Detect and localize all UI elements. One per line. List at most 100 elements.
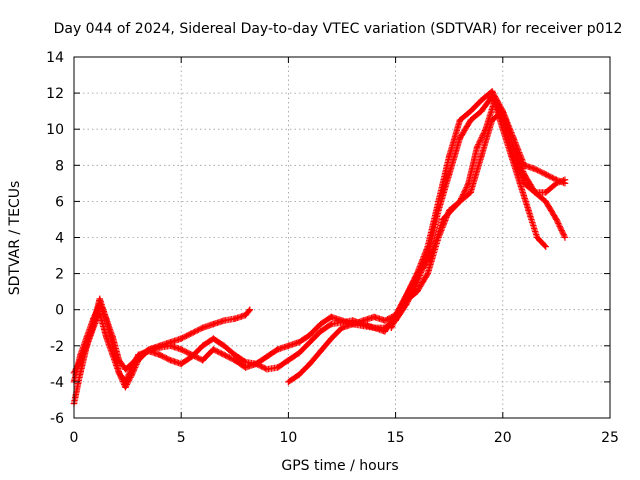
data-point <box>306 360 314 368</box>
data-point <box>531 189 539 196</box>
data-point <box>430 243 438 250</box>
data-point <box>242 311 249 319</box>
data-point <box>413 288 421 295</box>
y-tick-label: -6 <box>50 411 64 427</box>
data-point <box>128 364 136 371</box>
data-point <box>77 369 84 377</box>
data-point <box>456 198 464 205</box>
x-tick-label: 10 <box>279 430 297 446</box>
data-point <box>295 349 303 357</box>
data-point <box>263 353 271 360</box>
data-point <box>456 116 464 124</box>
data-point <box>96 310 103 317</box>
data-point <box>446 153 453 160</box>
data-point <box>145 348 153 355</box>
data-point <box>317 328 324 335</box>
data-point <box>561 234 569 241</box>
data-point <box>96 295 103 303</box>
data-point <box>199 324 206 331</box>
data-point <box>561 180 569 187</box>
series-track-5 <box>388 98 549 331</box>
data-point <box>306 331 314 339</box>
data-point <box>188 329 196 337</box>
data-point <box>508 153 515 160</box>
data-point <box>317 320 324 328</box>
data-point <box>285 357 292 364</box>
y-tick-label: -4 <box>50 375 64 391</box>
data-point <box>370 324 378 331</box>
data-point <box>178 360 185 368</box>
data-point <box>199 357 206 364</box>
data-point <box>306 338 314 346</box>
data-point <box>370 313 378 321</box>
data-point <box>122 366 129 373</box>
data-point <box>533 234 541 241</box>
data-point <box>274 346 281 353</box>
data-point <box>381 317 389 324</box>
data-point <box>467 107 474 115</box>
data-point <box>473 144 481 151</box>
data-point <box>328 313 335 321</box>
data-point <box>246 306 254 313</box>
data-point <box>115 369 123 377</box>
y-tick-label: 8 <box>55 158 64 174</box>
data-point <box>90 324 97 331</box>
data-point <box>499 107 506 115</box>
data-point <box>338 319 346 326</box>
data-point <box>231 315 238 322</box>
y-tick-label: 4 <box>55 231 64 247</box>
data-point <box>210 346 217 353</box>
data-point <box>135 351 142 359</box>
data-point <box>488 88 496 95</box>
data-point <box>542 198 549 205</box>
data-point <box>531 165 539 173</box>
data-point <box>516 180 524 187</box>
x-tick-label: 20 <box>494 430 512 446</box>
data-point <box>178 335 185 342</box>
data-point <box>553 216 560 223</box>
data-point <box>422 261 429 268</box>
data-point <box>83 342 91 349</box>
data-point <box>231 357 238 364</box>
data-point <box>77 357 84 364</box>
data-point <box>525 207 532 214</box>
data-point <box>328 335 335 342</box>
data-point <box>482 126 489 133</box>
y-tick-label: 10 <box>46 122 64 138</box>
y-axis-title: SDTVAR / TECUs <box>7 181 23 296</box>
data-point <box>448 207 455 214</box>
data-point <box>328 320 335 328</box>
data-point <box>102 333 110 340</box>
data-point <box>349 320 356 328</box>
data-point <box>446 171 453 178</box>
data-point <box>156 351 163 359</box>
y-tick-label: 2 <box>55 267 64 283</box>
data-point <box>220 342 228 349</box>
data-point <box>285 378 292 386</box>
data-point <box>122 378 129 386</box>
data-point <box>220 317 228 324</box>
data-layer <box>70 88 569 407</box>
data-point <box>424 270 431 277</box>
data-point <box>178 346 185 353</box>
data-point <box>478 97 485 104</box>
data-point <box>295 338 303 346</box>
data-point <box>405 288 412 295</box>
data-point <box>263 366 271 373</box>
data-point <box>413 279 421 286</box>
data-point <box>478 107 485 115</box>
data-point <box>388 324 395 331</box>
y-tick-label: 14 <box>46 50 64 66</box>
data-point <box>491 98 498 106</box>
data-point <box>456 135 464 142</box>
data-point <box>167 357 174 364</box>
data-point <box>553 176 560 183</box>
x-tick-label: 5 <box>177 430 186 446</box>
data-point <box>122 384 129 391</box>
data-point <box>188 353 196 360</box>
y-tick-label: 12 <box>46 86 64 102</box>
data-point <box>521 162 528 169</box>
data-point <box>396 306 404 313</box>
